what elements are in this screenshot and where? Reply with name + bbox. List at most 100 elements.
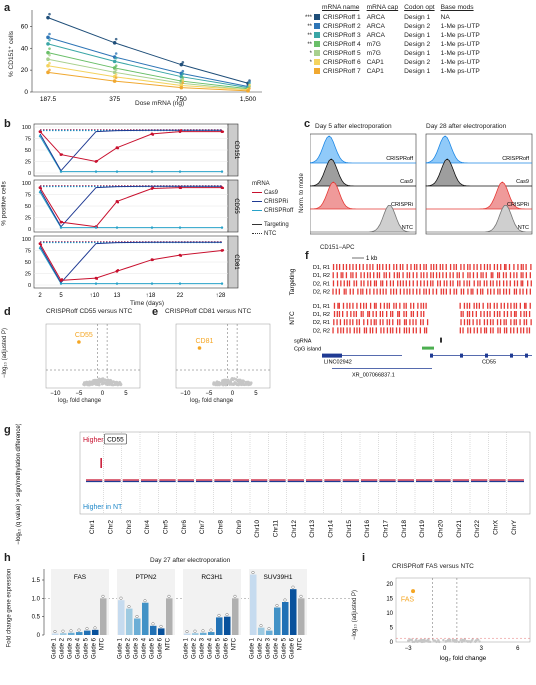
cpg-mark [520, 327, 522, 334]
cpg-mark [433, 264, 435, 270]
base-mods: 1-Me ps-UTP [440, 50, 480, 57]
mrna-name: CRISPRoff 5 [323, 50, 361, 57]
gene-label: SUV39H1 [264, 574, 293, 581]
series-line [47, 17, 249, 84]
panel-label-f: f [305, 250, 309, 262]
guide-label: Guide 5 [282, 637, 288, 659]
guide-label: Guide 3 [266, 637, 272, 659]
cpg-mark [463, 264, 465, 270]
cpg-mark [479, 319, 481, 326]
cpg-mark [509, 272, 512, 279]
cpg-mark [519, 302, 521, 309]
codon-opt: Design 2 [404, 23, 431, 30]
facet-label: CD151 [233, 141, 239, 160]
gene-point [442, 638, 445, 642]
cpg-mark [513, 311, 516, 317]
highlight-point [197, 346, 202, 350]
cpg-mark [423, 327, 426, 334]
data-point [46, 15, 50, 20]
histogram-label: CRISPRoff [502, 156, 529, 162]
bar [68, 632, 75, 635]
cpg-mark [480, 327, 482, 334]
bar [192, 633, 199, 635]
cpg-mark [493, 302, 495, 309]
cpg-mark [476, 288, 479, 295]
x-axis-label: log₂ fold change [440, 655, 487, 662]
cpg-mark [523, 311, 525, 317]
cpg-mark [459, 302, 461, 309]
cpg-mark [380, 280, 382, 287]
panel-label-d: d [4, 306, 11, 318]
crisproff-point [220, 170, 224, 173]
histogram-curve [310, 205, 416, 233]
cpg-mark [426, 319, 429, 326]
data-point [46, 50, 50, 55]
y-tick-label: 50 [25, 204, 31, 210]
cpg-mark [338, 264, 341, 270]
cpg-mark [353, 311, 355, 317]
cpg-mark [522, 288, 524, 295]
gene-point [240, 381, 244, 385]
cpg-mark [338, 311, 341, 317]
group-label-ntc: NTC [289, 311, 296, 325]
cpg-mark [503, 319, 505, 326]
cpg-mark [342, 327, 345, 334]
cpg-mark [346, 311, 348, 317]
cpg-mark [420, 302, 422, 309]
cpg-mark [479, 280, 481, 287]
codon-opt: Design 2 [404, 41, 431, 48]
cpg-mark [485, 272, 487, 279]
x-tick-label: 22 [177, 293, 184, 299]
cpg-mark [496, 302, 498, 309]
cpg-mark [510, 302, 512, 309]
cpg-mark [408, 327, 411, 334]
cpg-mark [468, 302, 471, 309]
panel-i-title: CRISPRoff FAS versus NTC [392, 563, 474, 570]
replicate-point [291, 585, 295, 589]
cpg-mark [476, 327, 479, 334]
cpg-mark [426, 280, 429, 287]
cpg-mark [412, 319, 414, 326]
x-tick-label: 375 [109, 96, 120, 103]
gene-label: CD55 [482, 360, 496, 366]
exon [485, 353, 488, 358]
crisproff-point [115, 170, 119, 173]
cpg-mark [349, 302, 351, 309]
y-tick-label: 25 [25, 272, 31, 278]
cpg-mark [422, 302, 425, 309]
panel-b-legend: mRNA Cas9 CRISPRi CRISPRoff Targeting NT… [252, 180, 293, 239]
cpg-mark [520, 311, 522, 317]
data-point [112, 70, 117, 75]
cpg-mark [398, 272, 400, 279]
cpg-mark [496, 319, 499, 326]
crisproff-point [150, 226, 154, 229]
cpg-mark [368, 311, 371, 317]
cpg-mark [423, 272, 425, 279]
base-mods: 1-Me ps-UTP [440, 41, 480, 48]
y-axis-label: −log₁₀ (q value) × sign(methylation diff… [16, 424, 22, 545]
cpg-mark [337, 302, 339, 309]
cpg-mark [445, 288, 447, 295]
exon [322, 353, 342, 358]
x-tick-label: −5 [75, 391, 83, 397]
histogram-label: CRISPRi [391, 202, 413, 208]
cpg-mark [439, 264, 441, 270]
bar [258, 627, 265, 635]
cpg-mark [455, 288, 458, 295]
gene-point [444, 639, 448, 643]
cpg-mark [385, 272, 387, 279]
panel-label-i: i [362, 552, 366, 564]
base-mods: 1-Me ps-UTP [440, 59, 480, 66]
cpg-mark [513, 264, 515, 270]
y-tick-label: 0 [28, 171, 31, 177]
track-label: D2, R2 [313, 290, 330, 296]
panel-b-xlabel: Time (days) [130, 300, 165, 307]
cpg-mark [339, 319, 342, 326]
data-point [112, 59, 117, 64]
gene-point [414, 638, 418, 641]
group-label-targeting: Targeting [289, 268, 296, 295]
cpg-mark [355, 264, 357, 270]
gene-point [86, 382, 89, 386]
gene-point [229, 382, 232, 385]
